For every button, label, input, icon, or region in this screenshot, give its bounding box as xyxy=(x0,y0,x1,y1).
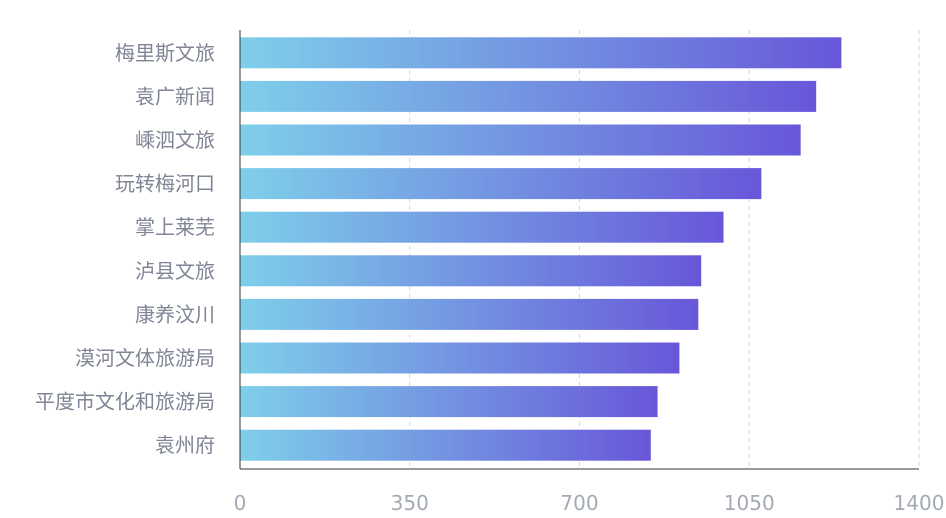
category-label: 掌上莱芜 xyxy=(135,215,215,239)
axes xyxy=(239,30,919,470)
category-label: 袁广新闻 xyxy=(135,84,215,108)
bar xyxy=(240,37,842,69)
category-label: 袁州府 xyxy=(155,433,215,457)
category-label: 漠河文体旅游局 xyxy=(75,346,215,370)
category-label: 玩转梅河口 xyxy=(115,172,215,196)
bar xyxy=(240,386,658,418)
x-tick-label: 0 xyxy=(234,491,247,515)
bar xyxy=(240,342,680,374)
bar xyxy=(240,168,762,200)
bar xyxy=(240,298,699,330)
x-tick-label: 1400 xyxy=(894,491,945,515)
category-label: 康养汶川 xyxy=(135,302,215,326)
x-tick-label: 350 xyxy=(391,491,429,515)
bar xyxy=(240,211,724,243)
bar xyxy=(240,255,702,287)
bars xyxy=(240,37,842,461)
category-label: 嵊泗文旅 xyxy=(135,128,215,152)
bar xyxy=(240,429,651,461)
category-labels: 梅里斯文旅袁广新闻嵊泗文旅玩转梅河口掌上莱芜泸县文旅康养汶川漠河文体旅游局平度市… xyxy=(35,41,215,457)
x-tick-label: 1050 xyxy=(724,491,775,515)
x-tick-label: 700 xyxy=(560,491,598,515)
category-label: 梅里斯文旅 xyxy=(115,41,215,65)
bar xyxy=(240,124,801,156)
bar xyxy=(240,80,817,112)
category-label: 平度市文化和旅游局 xyxy=(35,390,215,414)
category-label: 泸县文旅 xyxy=(135,259,215,283)
x-axis-tick-labels: 0 350 700 1050 1400 xyxy=(234,491,945,515)
